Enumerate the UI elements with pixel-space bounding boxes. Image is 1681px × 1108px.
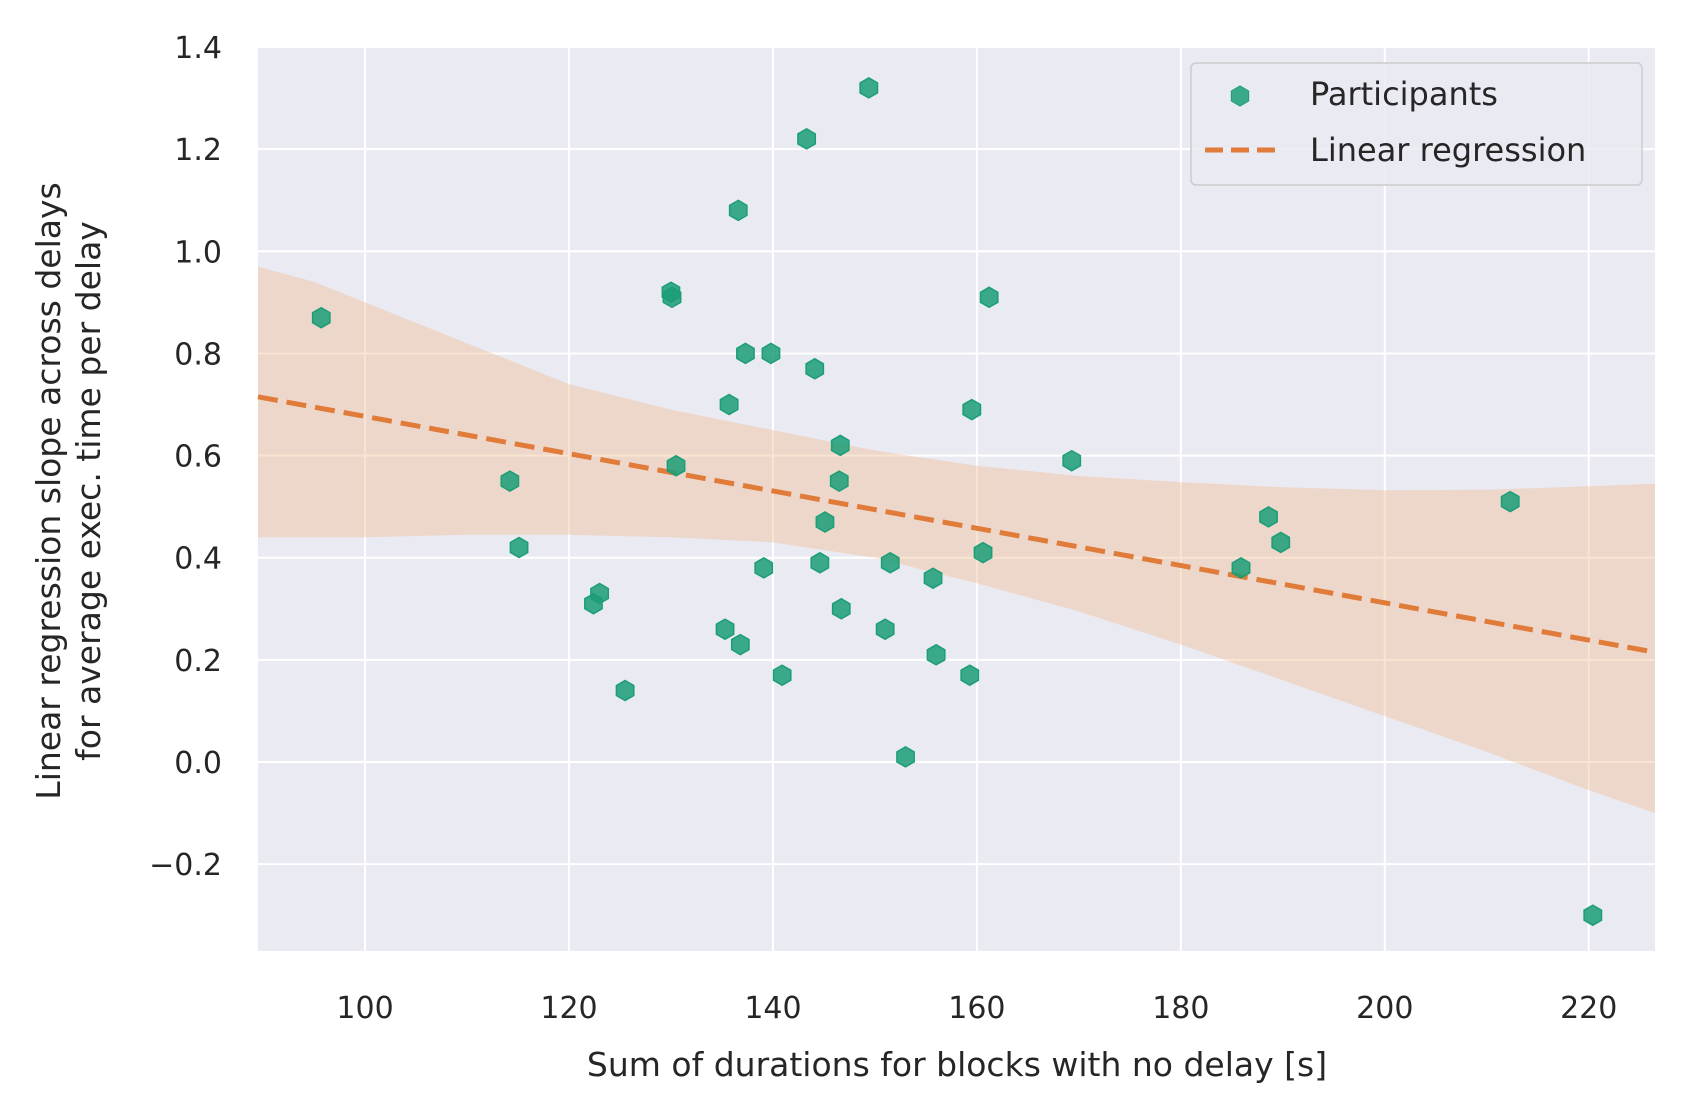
y-tick-label: 0.8 [174,337,222,372]
x-axis-title: Sum of durations for blocks with no dela… [587,1045,1327,1084]
participant-point [923,567,943,590]
confidence-band-area [258,266,1655,814]
y-axis-title-line-2: for average exec. time per delay [69,221,108,761]
participant-point [829,470,849,492]
participant-point [797,128,817,150]
participant-point [761,342,781,365]
participant-point [730,633,750,656]
participant-point [772,664,792,687]
y-tick-label: 0.0 [174,746,222,781]
gridlines [258,46,1655,951]
x-tick-label: 120 [540,991,597,1026]
participant-point [666,454,686,477]
participant-point [754,557,774,579]
participant-point [311,306,331,329]
participant-point [715,618,735,641]
x-tick-label: 100 [336,991,393,1026]
plot-background [258,47,1655,951]
participant-point [1231,557,1251,579]
legend-box [1190,62,1643,186]
participant-point [973,541,993,564]
participant-point [1583,904,1603,927]
x-tick-labels: 100 120 140 160 180 200 220 [336,991,1617,1026]
participant-point [736,342,755,365]
participant-point [590,582,610,605]
plot-area [257,46,1656,951]
legend-participants-marker-icon [1230,85,1250,107]
participant-point [979,286,999,309]
participant-point [728,199,748,222]
y-tick-label: 1.4 [174,31,222,66]
y-tick-label: −0.2 [149,848,222,883]
participant-point [810,551,830,574]
participant-point [926,643,946,666]
participant-point [831,597,851,620]
y-axis-title-line-1: Linear regression slope across delays [29,182,68,799]
participant-point [859,77,879,99]
participant-point [880,551,900,574]
y-tick-label: 1.2 [174,133,222,168]
participant-point [1500,490,1520,513]
participant-point [830,434,850,457]
participant-point [615,679,635,702]
participant-point [960,664,980,687]
y-tick-label: 0.2 [174,644,222,679]
x-tick-label: 180 [1152,991,1209,1026]
confidence-band [258,266,1655,814]
y-tick-labels: −0.2 0.0 0.2 0.4 0.6 0.8 1.0 1.2 1.4 [149,31,222,883]
y-tick-label: 1.0 [174,235,222,270]
regression-line [257,394,1656,655]
x-tick-label: 220 [1560,991,1617,1026]
participant-point [509,536,529,559]
participant-point [962,398,982,421]
participant-point [875,618,895,641]
legend-participants-label: Participants [1310,75,1498,113]
participant-point [662,286,682,309]
x-tick-label: 140 [744,991,801,1026]
participant-point [1271,531,1291,554]
participant-points [311,77,1603,927]
x-tick-label: 200 [1356,991,1413,1026]
participant-point [815,511,835,533]
y-axis-title: Linear regression slope across delays fo… [29,182,108,799]
y-tick-label: 0.4 [174,542,222,577]
participant-point [805,357,825,380]
y-tick-label: 0.6 [174,440,222,475]
legend: Participants Linear regression [1190,62,1643,186]
participant-point [896,746,915,768]
participant-point [719,393,739,416]
regression-line-group [257,394,1656,655]
x-tick-label: 160 [948,991,1005,1026]
participant-point [1062,449,1082,472]
participant-point [500,470,520,492]
participant-point [1259,506,1278,528]
legend-regression-label: Linear regression [1310,131,1586,169]
